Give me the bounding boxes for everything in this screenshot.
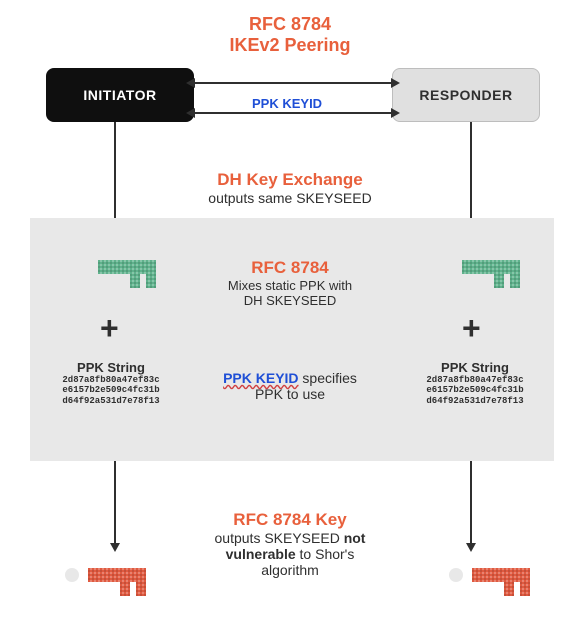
- responder-box: RESPONDER: [392, 68, 540, 122]
- responder-label: RESPONDER: [419, 87, 512, 103]
- initiator-box: INITIATOR: [46, 68, 194, 122]
- dh-title: DH Key Exchange: [0, 170, 580, 190]
- title-line1: RFC 8784: [0, 14, 580, 35]
- ppk-center-line2: PPK to use: [0, 386, 580, 402]
- title-line2: IKEv2 Peering: [0, 35, 580, 56]
- red-key-right: [434, 548, 534, 608]
- title-block: RFC 8784 IKEv2 Peering: [0, 14, 580, 56]
- ppk-center: PPK KEYID specifies PPK to use: [0, 370, 580, 402]
- ppk-keyid-top: PPK KEYID: [252, 96, 322, 111]
- mix-line1: Mixes static PPK with: [0, 278, 580, 293]
- dh-sub: outputs same SKEYSEED: [0, 190, 580, 206]
- result-title: RFC 8784 Key: [0, 510, 580, 530]
- red-key-left: [50, 548, 150, 608]
- result-line1: outputs SKEYSEED not: [0, 530, 580, 546]
- result-post: to Shor's: [296, 546, 355, 562]
- ppk-center-tail: specifies: [299, 370, 357, 386]
- diagram-root: RFC 8784 IKEv2 Peering INITIATOR RESPOND…: [0, 0, 580, 622]
- plus-right: +: [462, 310, 481, 347]
- mix-line2: DH SKEYSEED: [0, 293, 580, 308]
- dh-section: DH Key Exchange outputs same SKEYSEED: [0, 170, 580, 206]
- mix-center: RFC 8784 Mixes static PPK with DH SKEYSE…: [0, 258, 580, 308]
- result-b2: vulnerable: [226, 546, 296, 562]
- result-pre: outputs SKEYSEED: [215, 530, 344, 546]
- mix-rfc: RFC 8784: [0, 258, 580, 278]
- ppk-keyid-top-text: PPK KEYID: [252, 96, 322, 111]
- ppk-center-line1: PPK KEYID specifies: [0, 370, 580, 386]
- result-b1: not: [344, 530, 366, 546]
- ppk-center-keyid: PPK KEYID: [223, 370, 298, 386]
- initiator-label: INITIATOR: [83, 87, 156, 103]
- plus-left: +: [100, 310, 119, 347]
